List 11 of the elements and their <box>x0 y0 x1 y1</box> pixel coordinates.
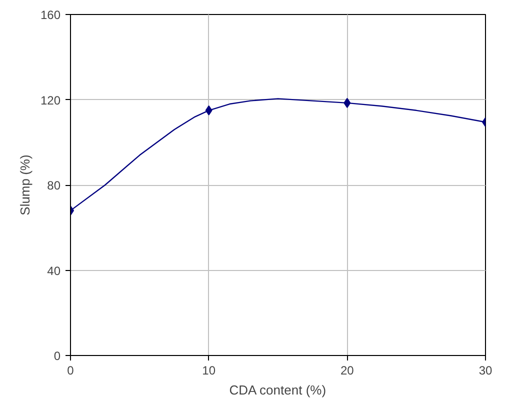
x-tick-label: 10 <box>202 364 216 378</box>
x-tick-label: 30 <box>478 364 492 378</box>
x-axis-title: CDA content (%) <box>229 382 326 398</box>
y-tick-label: 120 <box>40 93 61 108</box>
x-tick-label: 20 <box>340 364 354 378</box>
x-tick-label: 0 <box>67 364 74 378</box>
y-tick-label: 40 <box>47 264 61 278</box>
y-axis-title: Slump (%) <box>17 154 32 216</box>
y-tick-label: 80 <box>47 178 61 192</box>
y-tick-label: 160 <box>40 8 61 22</box>
y-tick-label: 0 <box>54 349 61 363</box>
